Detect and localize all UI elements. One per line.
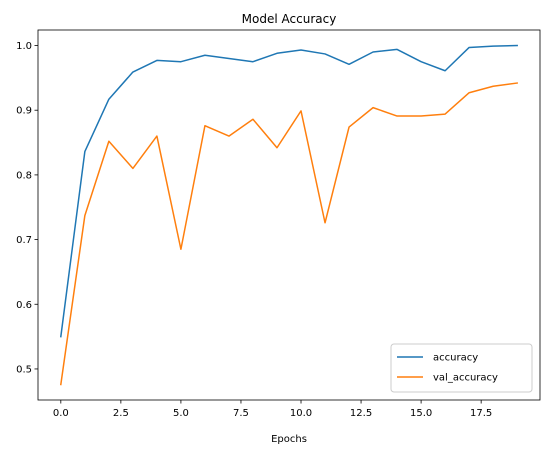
plot-area <box>37 29 541 401</box>
legend-box <box>390 343 533 393</box>
y-tick-label: 0.6 <box>16 300 32 311</box>
legend-label-val-accuracy: val_accuracy <box>433 373 498 384</box>
y-tick-label: 0.8 <box>16 170 32 181</box>
x-tick-label: 15.0 <box>410 408 432 419</box>
y-tick-label: 0.7 <box>16 235 32 246</box>
x-axis-label: Epochs <box>271 434 307 445</box>
x-tick-label: 12.5 <box>350 408 372 419</box>
y-tick-label: 0.9 <box>16 106 32 117</box>
x-tick-label: 0.0 <box>53 408 69 419</box>
x-tick-label: 7.5 <box>233 408 249 419</box>
x-axis: 0.0 2.5 5.0 7.5 10.0 12.5 15.0 17.5 <box>53 400 492 419</box>
legend-label-accuracy: accuracy <box>433 353 478 364</box>
series-line-accuracy <box>59 44 518 338</box>
y-axis: 0.5 0.6 0.7 0.8 0.9 1.0 <box>16 41 38 375</box>
y-tick-label: 1.0 <box>16 41 32 52</box>
series-line-val-accuracy <box>59 82 519 386</box>
x-tick-label: 10.0 <box>290 408 312 419</box>
x-tick-label: 2.5 <box>113 408 129 419</box>
chart-title: Model Accuracy <box>242 12 337 26</box>
y-tick-label: 0.5 <box>16 364 32 375</box>
series-lines <box>59 44 519 386</box>
legend: accuracy val_accuracy <box>390 343 533 393</box>
x-tick-label: 5.0 <box>173 408 189 419</box>
x-tick-label: 17.5 <box>470 408 492 419</box>
